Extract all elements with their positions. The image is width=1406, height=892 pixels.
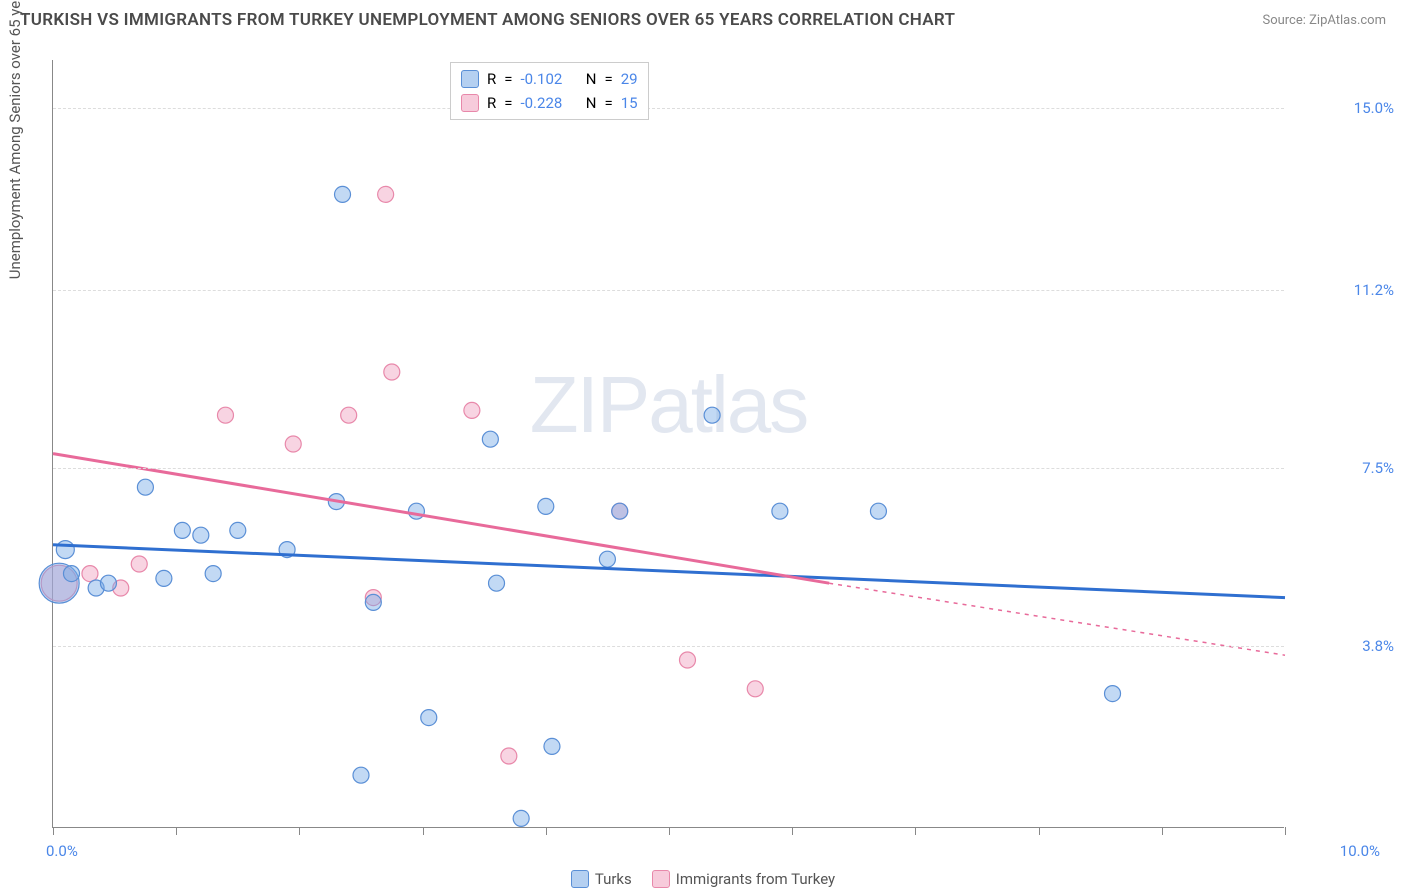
x-tick [915, 827, 916, 835]
gridline [53, 290, 1284, 291]
gridline [53, 108, 1284, 109]
stats-n-b: 15 [621, 91, 638, 115]
x-tick [669, 827, 670, 835]
x-tick [546, 827, 547, 835]
chart-plot-area: ZIPatlas 3.8%7.5%11.2%15.0% [52, 60, 1284, 828]
y-tick-label: 15.0% [1294, 99, 1394, 117]
x-axis-max-label: 10.0% [1340, 842, 1380, 860]
x-tick [53, 827, 54, 835]
x-tick [1162, 827, 1163, 835]
x-tick [792, 827, 793, 835]
x-tick [1285, 827, 1286, 835]
x-axis-min-label: 0.0% [46, 842, 78, 860]
legend-item-turks: Turks [571, 870, 632, 888]
swatch-blue-icon [571, 870, 589, 888]
legend: Turks Immigrants from Turkey [0, 870, 1406, 888]
stats-r-a: -0.102 [520, 67, 562, 91]
y-tick-label: 11.2% [1294, 281, 1394, 299]
x-tick [423, 827, 424, 835]
swatch-pink-icon [461, 94, 479, 112]
swatch-pink-icon [652, 870, 670, 888]
legend-label-b: Immigrants from Turkey [676, 870, 835, 888]
chart-source: Source: ZipAtlas.com [1262, 13, 1386, 28]
chart-header: TURKISH VS IMMIGRANTS FROM TURKEY UNEMPL… [0, 0, 1406, 35]
legend-label-a: Turks [595, 870, 632, 888]
y-tick-label: 7.5% [1294, 459, 1394, 477]
gridline [53, 468, 1284, 469]
swatch-blue-icon [461, 70, 479, 88]
x-tick [299, 827, 300, 835]
y-tick-label: 3.8% [1294, 637, 1394, 655]
correlation-stats-box: R = -0.102 N = 29 R = -0.228 N = 15 [450, 62, 649, 120]
legend-item-immigrants: Immigrants from Turkey [652, 870, 835, 888]
y-axis-title: Unemployment Among Seniors over 65 years [6, 0, 24, 279]
scatter-plot-svg [53, 60, 1284, 827]
stats-n-a: 29 [621, 67, 638, 91]
stats-r-b: -0.228 [520, 91, 562, 115]
stats-row-immigrants: R = -0.228 N = 15 [461, 91, 638, 115]
x-tick [176, 827, 177, 835]
chart-title: TURKISH VS IMMIGRANTS FROM TURKEY UNEMPL… [20, 10, 955, 30]
gridline [53, 646, 1284, 647]
stats-row-turks: R = -0.102 N = 29 [461, 67, 638, 91]
x-tick [1039, 827, 1040, 835]
